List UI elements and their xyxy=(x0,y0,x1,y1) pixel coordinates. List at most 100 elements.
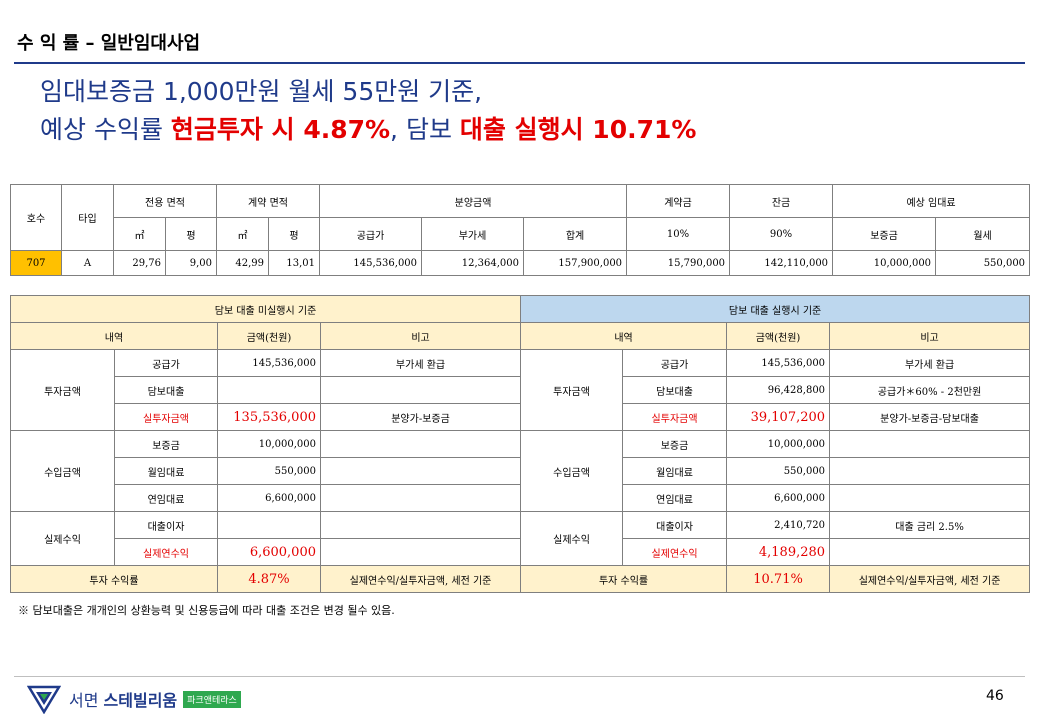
loan-label-monthly-rent: 월임대료 xyxy=(622,457,728,485)
brand-name: 서면 스테빌리움 xyxy=(69,691,178,710)
header-expected-rent: 예상 임대료 xyxy=(832,184,1031,218)
no-loan-annual-real-note xyxy=(319,538,522,566)
header-exclusive-area: 전용 면적 xyxy=(112,184,218,218)
loan-annual-real-note xyxy=(829,538,1031,566)
no-loan-label-annual-rent: 연임대료 xyxy=(114,484,218,512)
header-sale-price: 분양금액 xyxy=(319,184,628,218)
loan-supply-note: 부가세 환급 xyxy=(829,349,1031,377)
loan-col-amount: 금액(천원) xyxy=(726,322,831,350)
no-loan-label-interest: 대출이자 xyxy=(114,511,218,539)
header-type: 타입 xyxy=(61,184,114,251)
loan-group-invest: 투자금액 xyxy=(520,349,624,431)
headline-middle: , 담보 xyxy=(390,115,460,144)
title-divider xyxy=(14,62,1025,64)
no-loan-monthly-rent-note xyxy=(319,457,522,485)
table-row: 연임대료 6,600,000 연임대료 6,600,000 xyxy=(11,484,1031,512)
loan-annual-real: 4,189,280 xyxy=(726,538,831,566)
header-contract-sqm: ㎡ xyxy=(216,217,270,251)
loan-actual-invest: 39,107,200 xyxy=(726,403,831,431)
no-loan-col-note: 비고 xyxy=(319,322,522,350)
brand-badge: 파크앤테라스 xyxy=(183,690,241,708)
no-loan-deposit: 10,000,000 xyxy=(217,430,321,458)
brand-logo-icon xyxy=(27,685,61,714)
table-row: 수입금액 보증금 10,000,000 수입금액 보증금 10,000,000 xyxy=(10,430,1031,512)
header-deposit: 계약금 xyxy=(626,184,731,218)
no-loan-yield-note: 실제연수익/실투자금액, 세전 기준 xyxy=(319,565,522,593)
table-row: 투자 수익률 4.87% 실제연수익/실투자금액, 세전 기준 투자 수익률 1… xyxy=(10,565,1031,593)
table-row: 실제수익 대출이자 실제수익 대출이자 2,410,720 대출 금리 2.5% xyxy=(10,511,1031,566)
slide-title: 수 익 률 – 일반임대사업 xyxy=(17,33,201,54)
table-row: 실제연수익 6,600,000 실제연수익 4,189,280 xyxy=(11,538,1031,566)
no-loan-group-real: 실제수익 xyxy=(10,511,115,566)
unit-price-table: 호수 타입 전용 면적 계약 면적 분양금액 계약금 잔금 예상 임대료 ㎡ 평… xyxy=(10,184,1031,276)
header-contract-area: 계약 면적 xyxy=(216,184,321,218)
loan-col-item: 내역 xyxy=(520,322,728,350)
no-loan-label-annual-real: 실제연수익 xyxy=(114,538,218,566)
no-loan-col-amount: 금액(천원) xyxy=(217,322,321,350)
table-row: 담보대출 담보대출 96,428,800 공급가＊60% - 2천만원 xyxy=(11,376,1031,404)
table-row: 투자금액 공급가 145,536,000 부가세 환급 투자금액 공급가 145… xyxy=(10,349,1031,431)
loan-label-interest: 대출이자 xyxy=(622,511,728,539)
cell-balance: 142,110,000 xyxy=(729,250,834,276)
loan-yield-label: 투자 수익률 xyxy=(520,565,728,593)
cell-monthly-rent: 550,000 xyxy=(935,250,1031,276)
header-monthly-rent: 월세 xyxy=(935,217,1031,251)
no-loan-annual-rent: 6,600,000 xyxy=(217,484,321,512)
loan-label-annual-rent: 연임대료 xyxy=(622,484,728,512)
loan-label-deposit: 보증금 xyxy=(622,430,728,458)
no-loan-interest-note xyxy=(319,511,522,539)
table-row: 실투자금액 135,536,000 분양가-보증금 실투자금액 39,107,2… xyxy=(11,403,1031,431)
cell-exclusive-pyeong: 9,00 xyxy=(164,250,218,276)
header-unit-no: 호수 xyxy=(10,184,62,251)
header-exclusive-sqm: ㎡ xyxy=(113,217,166,251)
no-loan-loan-note xyxy=(319,376,522,404)
loan-supply: 145,536,000 xyxy=(726,349,831,377)
cell-total: 157,900,000 xyxy=(523,250,628,276)
footer-divider xyxy=(14,676,1025,677)
loan-group-real: 실제수익 xyxy=(520,511,624,566)
no-loan-section-title: 담보 대출 미실행시 기준 xyxy=(9,295,522,323)
no-loan-col-item: 내역 xyxy=(10,322,218,350)
table-row: 월임대료 550,000 월임대료 550,000 xyxy=(11,457,1031,485)
header-exclusive-pyeong: 평 xyxy=(164,217,218,251)
loan-label-loan: 담보대출 xyxy=(622,376,728,404)
loan-group-income: 수입금액 xyxy=(520,430,624,512)
header-contract-pyeong: 평 xyxy=(268,217,321,251)
no-loan-interest xyxy=(217,511,321,539)
no-loan-label-deposit: 보증금 xyxy=(114,430,218,458)
header-rent-deposit: 보증금 xyxy=(832,217,937,251)
cell-type: A xyxy=(61,250,114,276)
loan-interest-note: 대출 금리 2.5% xyxy=(829,511,1031,539)
no-loan-yield-label: 투자 수익률 xyxy=(10,565,218,593)
cell-unit-no: 707 xyxy=(10,250,62,276)
no-loan-label-monthly-rent: 월임대료 xyxy=(114,457,218,485)
no-loan-actual-invest-note: 분양가-보증금 xyxy=(319,403,522,431)
no-loan-group-invest: 투자금액 xyxy=(10,349,115,431)
no-loan-group-income: 수입금액 xyxy=(10,430,115,512)
loan-monthly-rent-note xyxy=(829,457,1031,485)
loan-actual-invest-note: 분양가-보증금-담보대출 xyxy=(829,403,1031,431)
yield-comparison-table: 담보 대출 미실행시 기준 담보 대출 실행시 기준 내역 금액(천원) 비고 … xyxy=(9,295,1031,593)
page-number: 46 xyxy=(986,688,1004,704)
loan-annual-rent-note xyxy=(829,484,1031,512)
no-loan-loan xyxy=(217,376,321,404)
no-loan-annual-rent-note xyxy=(319,484,522,512)
loan-loan: 96,428,800 xyxy=(726,376,831,404)
headline-line-2: 예상 수익률 현금투자 시 4.87%, 담보 대출 실행시 10.71% xyxy=(40,110,696,150)
no-loan-annual-real: 6,600,000 xyxy=(217,538,321,566)
no-loan-label-supply: 공급가 xyxy=(114,349,218,377)
no-loan-monthly-rent: 550,000 xyxy=(217,457,321,485)
header-total: 합계 xyxy=(523,217,628,251)
loan-label-actual-invest: 실투자금액 xyxy=(622,403,728,431)
loan-loan-note: 공급가＊60% - 2천만원 xyxy=(829,376,1031,404)
no-loan-actual-invest: 135,536,000 xyxy=(217,403,321,431)
no-loan-label-loan: 담보대출 xyxy=(114,376,218,404)
no-loan-label-actual-invest: 실투자금액 xyxy=(114,403,218,431)
headline-loan-yield: 대출 실행시 10.71% xyxy=(459,115,697,144)
table-row: 707 A 29,76 9,00 42,99 13,01 145,536,000… xyxy=(10,250,1031,276)
header-balance-pct: 90% xyxy=(729,217,834,251)
loan-interest: 2,410,720 xyxy=(726,511,831,539)
loan-annual-rent: 6,600,000 xyxy=(726,484,831,512)
brand-logo: 서면 스테빌리움 파크앤테라스 xyxy=(27,684,241,714)
cell-supply-price: 145,536,000 xyxy=(319,250,423,276)
